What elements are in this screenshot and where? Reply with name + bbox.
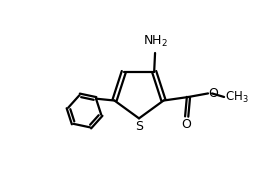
Text: NH$_2$: NH$_2$ bbox=[143, 33, 168, 49]
Text: S: S bbox=[135, 120, 143, 133]
Text: O: O bbox=[208, 87, 219, 100]
Text: O: O bbox=[182, 118, 192, 131]
Text: CH$_3$: CH$_3$ bbox=[225, 89, 248, 104]
